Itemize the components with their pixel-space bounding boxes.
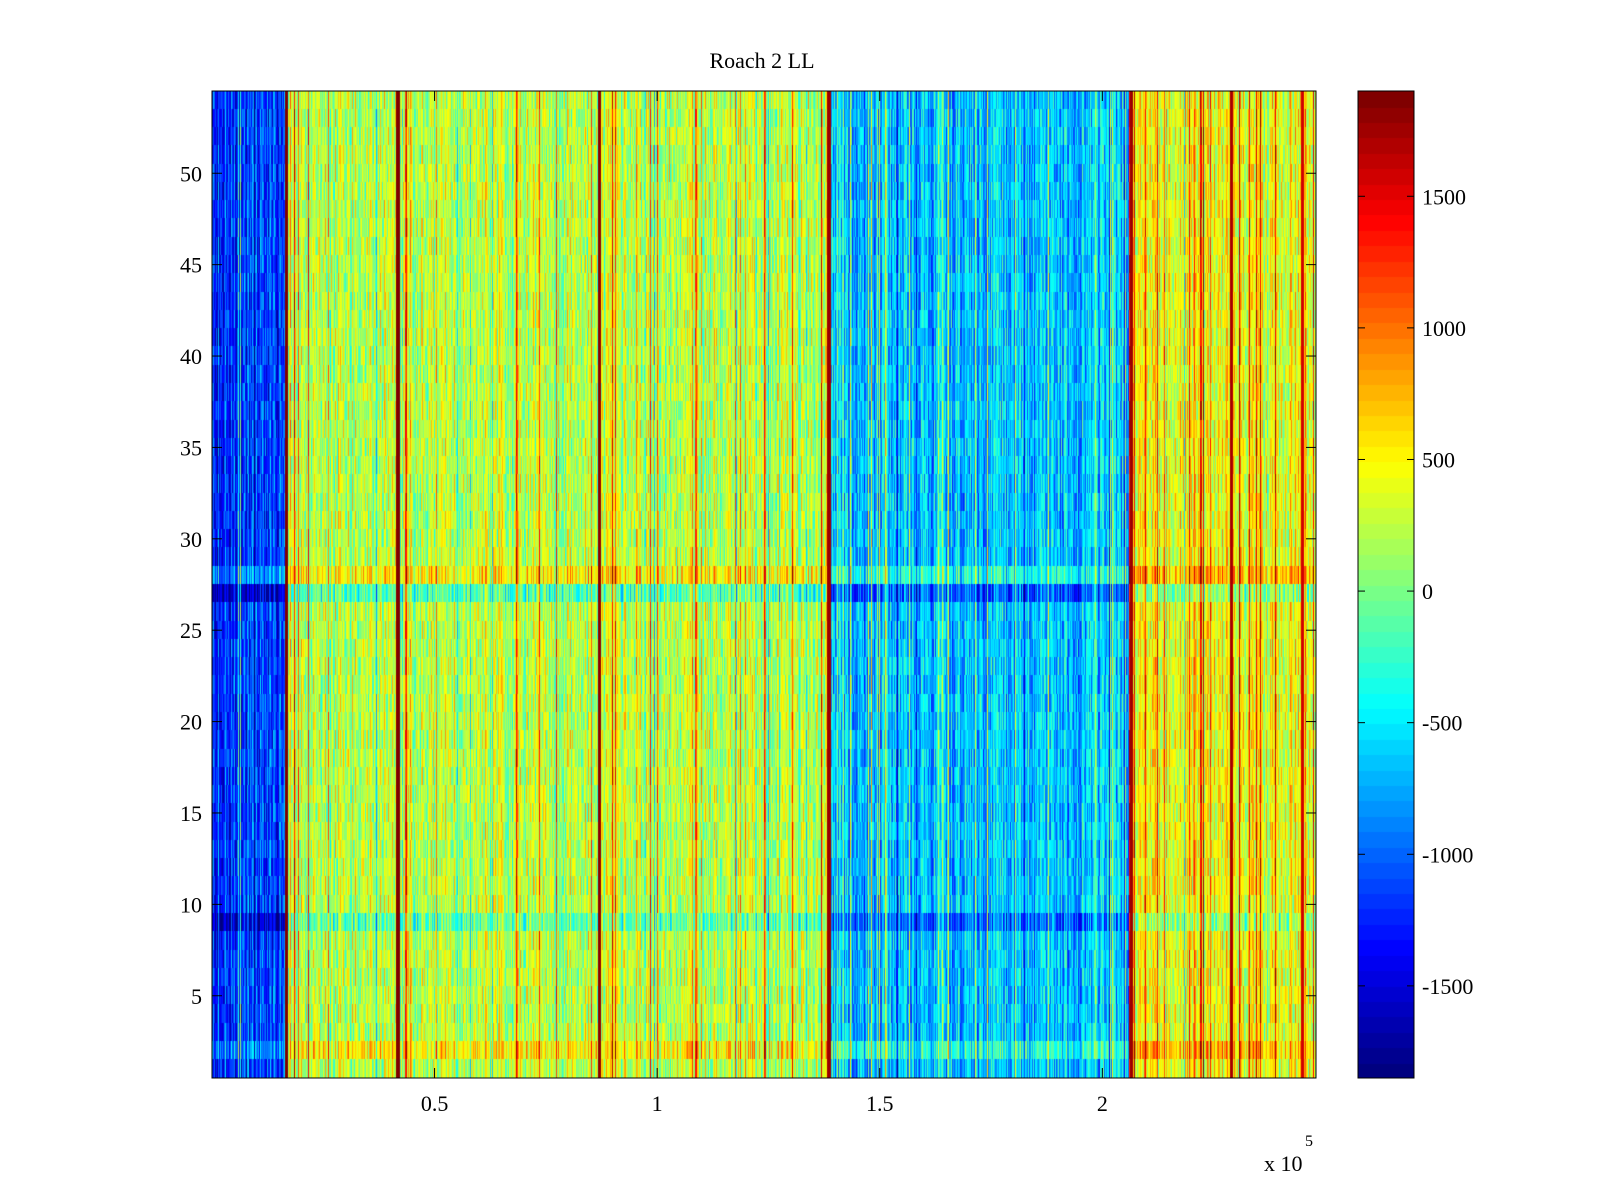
chart-title: Roach 2 LL [709, 48, 814, 73]
colorbar-tick-label: -1000 [1422, 842, 1473, 867]
colorbar: -1500 -1000 -500 0 500 1000 1500 [1357, 90, 1473, 1079]
x-tick-label: 0.5 [421, 1091, 449, 1116]
x-exponent-label: x 10 [1264, 1151, 1303, 1176]
y-tick-label: 45 [180, 253, 202, 278]
y-axis: 5 10 15 20 25 30 35 40 45 50 [180, 161, 1316, 1009]
y-tick-label: 15 [180, 801, 202, 826]
colorbar-tick-label: 0 [1422, 579, 1433, 604]
y-tick-label: 5 [191, 984, 202, 1009]
colorbar-tick-label: 1000 [1422, 316, 1466, 341]
colorbar-image-wrapper [1358, 91, 1414, 1078]
y-tick-label: 35 [180, 435, 202, 460]
colorbar-tick-label: -500 [1422, 711, 1462, 736]
x-tick-label: 1 [652, 1091, 663, 1116]
colorbar-ticks: -1500 -1000 -500 0 500 1000 1500 [1358, 184, 1473, 999]
x-axis: 0.5 1 1.5 2 [421, 91, 1108, 1116]
y-tick-label: 25 [180, 618, 202, 643]
y-tick-label: 20 [180, 710, 202, 735]
x-exponent-power: 5 [1305, 1133, 1313, 1150]
y-tick-label: 50 [180, 161, 202, 186]
plot-frame [211, 90, 1317, 1079]
y-tick-label: 10 [180, 892, 202, 917]
colorbar-tick-label: -1500 [1422, 974, 1473, 999]
y-tick-label: 40 [180, 344, 202, 369]
y-tick-label: 30 [180, 527, 202, 552]
colorbar-frame [1357, 90, 1415, 1079]
colorbar-tick-label: 500 [1422, 447, 1455, 472]
x-tick-label: 1.5 [866, 1091, 894, 1116]
heatmap-image-wrapper [212, 91, 1316, 1078]
heatmap-plot-area [211, 90, 1317, 1079]
colorbar-tick-label: 1500 [1422, 184, 1466, 209]
x-tick-label: 2 [1097, 1091, 1108, 1116]
colorbar-image [1358, 91, 1414, 1078]
heatmap-image [212, 91, 1316, 1078]
